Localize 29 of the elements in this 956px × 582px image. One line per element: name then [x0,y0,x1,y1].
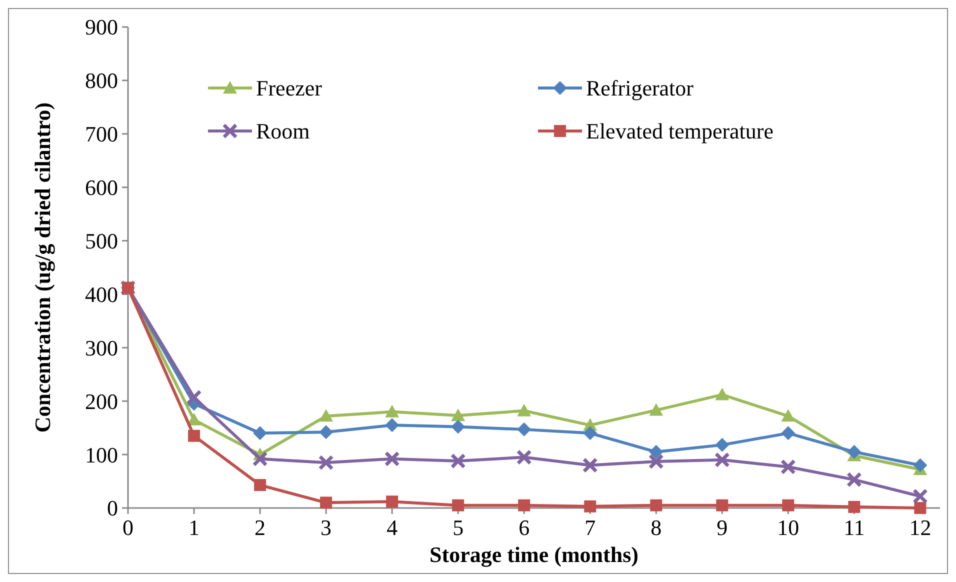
y-tick-label: 0 [107,496,118,521]
x-tick-label: 2 [254,515,266,540]
x-axis-title: Storage time (months) [430,542,638,567]
legend-label: Room [256,118,310,144]
y-tick-label: 900 [85,14,118,40]
x-tick-label: 12 [909,515,932,540]
x-tick-label: 5 [452,515,464,540]
y-tick-label: 200 [85,388,118,414]
y-tick-label: 300 [85,335,118,360]
y-tick-label: 100 [85,442,118,468]
x-tick-label: 10 [777,515,800,540]
x-tick-label: 11 [844,515,865,540]
legend-label: Elevated temperature [586,118,774,144]
legend-label: Refrigerator [586,76,694,101]
x-tick-label: 3 [320,515,332,540]
x-tick-label: 9 [716,515,728,540]
y-tick-label: 700 [85,122,118,147]
x-tick-label: 4 [386,515,398,540]
y-tick-label: 600 [85,175,118,200]
y-axis-title: Concentration (ug/g dried cilantro) [30,102,55,433]
y-tick-label: 400 [85,282,118,307]
x-tick-label: 0 [122,515,134,540]
x-tick-label: 7 [584,515,596,540]
y-tick-label: 500 [85,228,118,254]
x-tick-label: 1 [188,515,200,540]
y-tick-label: 800 [85,68,118,94]
legend-label: Freezer [256,76,323,101]
x-tick-label: 8 [650,515,662,540]
x-tick-label: 6 [518,515,530,540]
